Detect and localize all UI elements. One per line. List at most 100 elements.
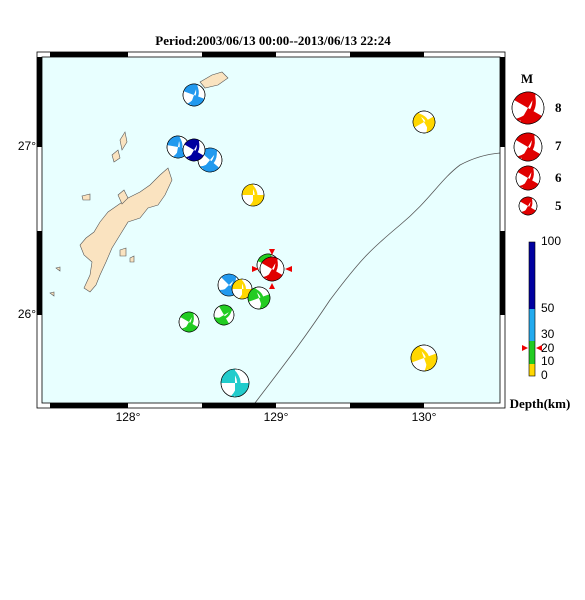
- ball-outline: [513, 132, 543, 162]
- depth-band: [529, 341, 535, 364]
- ball-outline: [178, 311, 200, 333]
- beach-ball: [182, 83, 206, 107]
- ball-band: [199, 148, 217, 169]
- frame-bar: [350, 52, 424, 57]
- islands: [49, 71, 229, 297]
- ball-band: [519, 166, 534, 188]
- ball-band: [172, 135, 183, 158]
- frame-bar: [37, 57, 42, 147]
- ball-quadrant: [515, 133, 541, 161]
- depth-band: [529, 364, 535, 376]
- lon-label: 130°: [412, 410, 437, 424]
- ball-quadrant: [184, 139, 204, 161]
- magnitude-label: 6: [555, 170, 562, 185]
- beach-ball: [259, 256, 285, 282]
- ball-quadrant: [261, 257, 283, 281]
- depth-frame: [528, 241, 536, 377]
- beach-ball: [182, 138, 206, 162]
- beach-ball: [511, 91, 545, 125]
- depth-label: 10: [541, 354, 555, 368]
- beach-ball: [515, 165, 541, 191]
- beach-ball: [213, 304, 235, 326]
- ball-outline: [213, 304, 235, 326]
- ball-band: [263, 257, 278, 279]
- ball-outline: [231, 278, 253, 300]
- beach-ball: [412, 110, 436, 134]
- magnitude-title: M: [521, 71, 533, 86]
- ball-quadrant: [183, 84, 205, 106]
- ball-outline: [518, 196, 538, 216]
- depth-band: [529, 242, 535, 309]
- ball-band: [249, 184, 258, 206]
- frame-bar: [202, 403, 276, 408]
- ball-outline: [410, 344, 438, 372]
- beach-ball: [247, 286, 271, 310]
- ball-quadrant: [413, 112, 435, 132]
- ball-outline: [412, 110, 436, 134]
- lat-label: 26°: [18, 307, 36, 321]
- ball-quadrant: [248, 287, 270, 309]
- depth-label: 0: [541, 368, 548, 382]
- ball-outline: [247, 286, 271, 310]
- ball-outline: [515, 165, 541, 191]
- depth-colorbar: [522, 241, 542, 377]
- ball-outline: [182, 138, 206, 162]
- beach-ball: [518, 196, 538, 216]
- depth-band: [529, 309, 535, 341]
- ball-band: [187, 84, 199, 105]
- beach-ball: [410, 344, 438, 372]
- ball-quadrant: [180, 312, 198, 332]
- ball-band: [517, 133, 535, 159]
- beach-ball: [513, 132, 543, 162]
- title: Period:2003/06/13 00:00--2013/06/13 22:2…: [155, 33, 391, 48]
- depth-label: 20: [541, 341, 555, 355]
- ball-quadrant: [232, 279, 252, 299]
- ball-quadrant: [411, 345, 437, 371]
- lon-label: 129°: [264, 410, 289, 424]
- ball-outline: [182, 83, 206, 107]
- depth-marker: [522, 345, 542, 351]
- ball-band: [181, 312, 194, 331]
- map-frame: [36, 51, 506, 409]
- beach-ball: [220, 368, 250, 398]
- depth-label: 100: [541, 234, 561, 248]
- beach-ball: [241, 183, 265, 207]
- magnitude-label: 5: [555, 198, 562, 213]
- ball-quadrant: [514, 92, 542, 124]
- ball-band: [521, 197, 533, 214]
- ball-band: [415, 113, 430, 133]
- frame-bar: [500, 231, 505, 315]
- depth-label: 30: [541, 327, 555, 341]
- ball-outline: [241, 183, 265, 207]
- beach-ball: [178, 311, 200, 333]
- beach-ball: [231, 278, 253, 300]
- frame-bar: [50, 52, 128, 57]
- magnitude-label: 8: [555, 100, 562, 115]
- ball-quadrant: [517, 166, 539, 190]
- trench-line: [254, 152, 501, 404]
- depth-label: 50: [541, 301, 555, 315]
- frame-bar: [37, 231, 42, 315]
- lon-label: 128°: [116, 410, 141, 424]
- ball-quadrant: [221, 369, 249, 397]
- depth-title: Depth(km): [510, 396, 571, 411]
- ball-band: [185, 139, 200, 159]
- ball-band: [214, 307, 233, 320]
- frame-bar: [350, 403, 424, 408]
- ball-outline: [220, 368, 250, 398]
- ball-band: [230, 369, 241, 397]
- lat-label: 27°: [18, 139, 36, 153]
- ball-quadrant: [215, 305, 233, 325]
- ball-band: [516, 92, 536, 122]
- ball-outline: [511, 91, 545, 125]
- focal-mechanisms: [166, 83, 545, 398]
- magnitude-label: 7: [555, 138, 562, 153]
- ball-band: [252, 288, 264, 309]
- ball-band: [416, 346, 430, 371]
- ball-band: [239, 279, 246, 299]
- frame-bar: [50, 403, 128, 408]
- frame-bar: [202, 52, 276, 57]
- ball-outline: [259, 256, 285, 282]
- ball-quadrant: [520, 197, 536, 215]
